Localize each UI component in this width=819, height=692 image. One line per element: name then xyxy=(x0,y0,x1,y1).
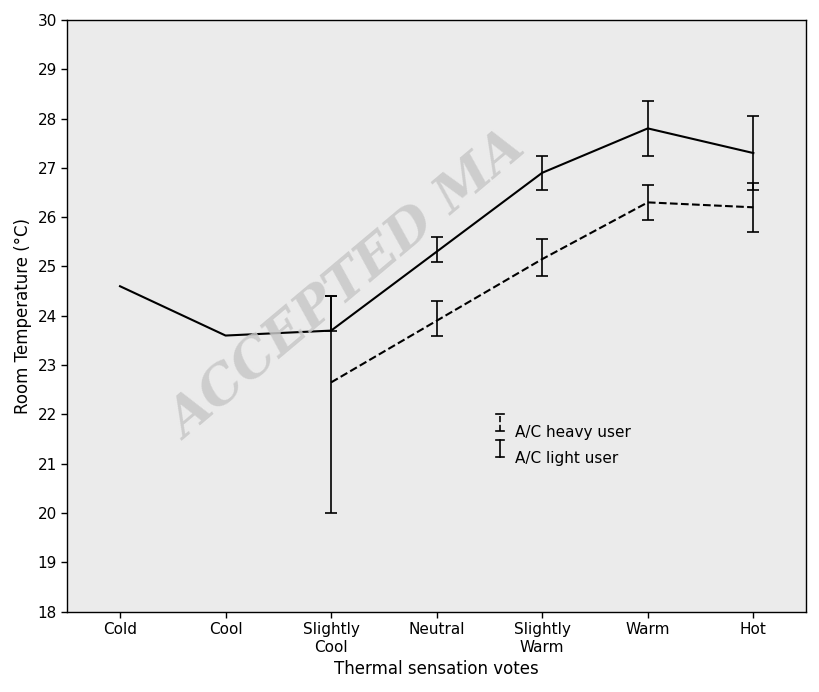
Text: ACCEPTED MA: ACCEPTED MA xyxy=(160,122,535,450)
X-axis label: Thermal sensation votes: Thermal sensation votes xyxy=(334,660,538,678)
Y-axis label: Room Temperature (°C): Room Temperature (°C) xyxy=(14,218,32,414)
Legend: A/C heavy user, A/C light user: A/C heavy user, A/C light user xyxy=(488,417,636,474)
